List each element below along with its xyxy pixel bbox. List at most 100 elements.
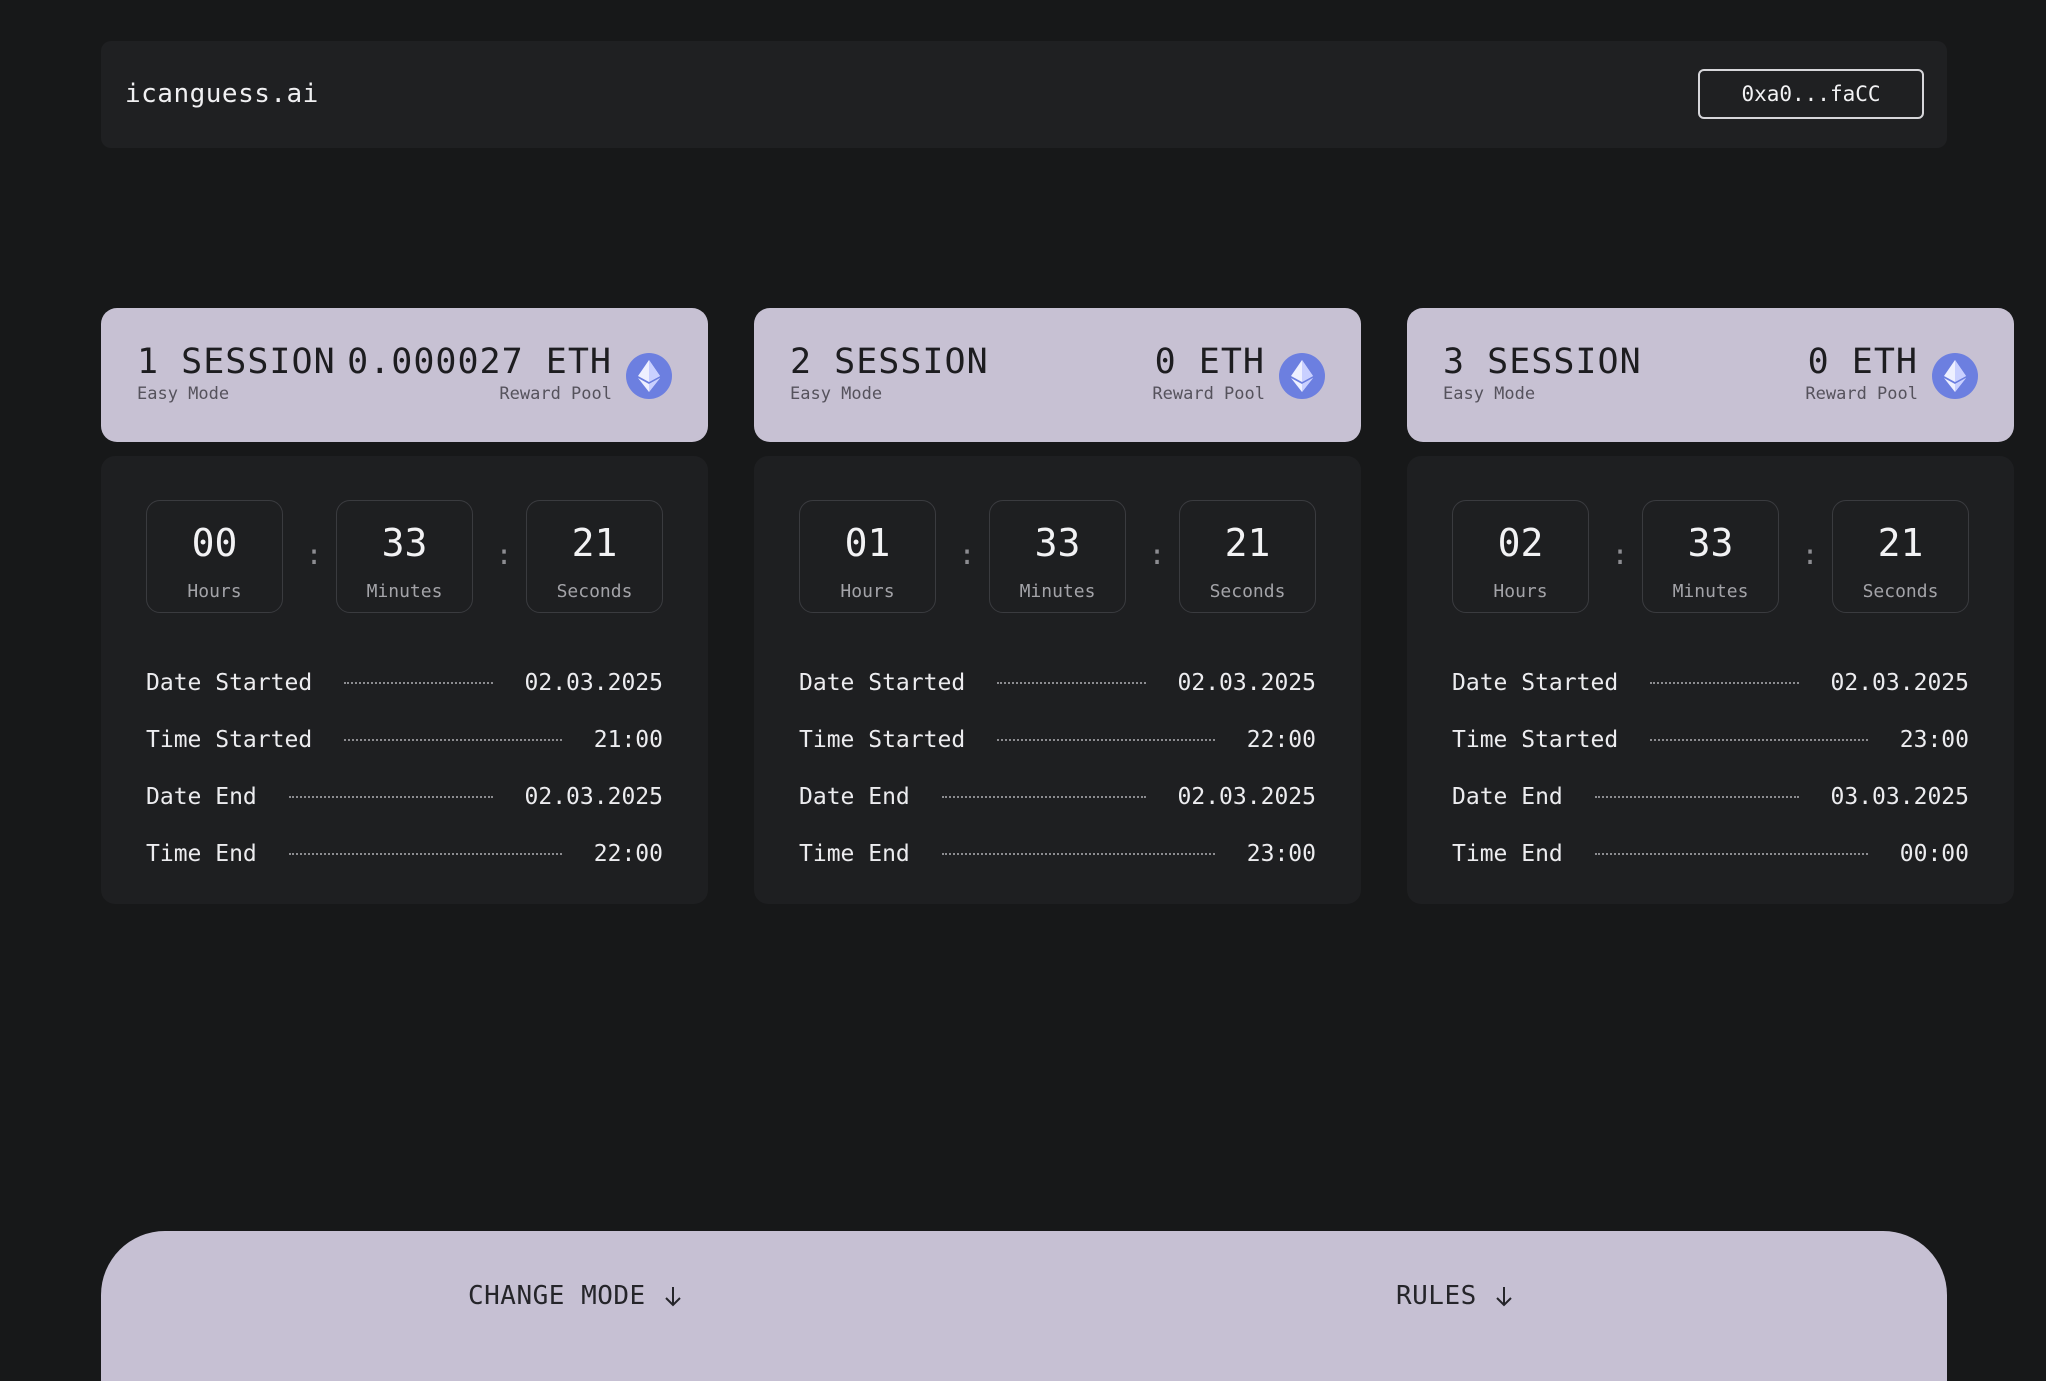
detail-value: 02.03.2025 [524, 783, 663, 810]
session-mode: Easy Mode [790, 384, 883, 404]
session-header: 2 SESSION Easy Mode 0 ETH Reward Pool [754, 308, 1361, 442]
time-end-row: Time End 23:00 [799, 825, 1316, 882]
session-title: 1 SESSION [137, 342, 336, 382]
dotted-leader [344, 738, 562, 741]
session-body: 01 Hours : 33 Minutes : 21 Seconds Date … [754, 456, 1361, 904]
bottom-panel: CHANGE MODE RULES [101, 1231, 1947, 1381]
dotted-leader [941, 852, 1215, 855]
eth-icon [626, 353, 672, 399]
timer-hours: 00 Hours [146, 500, 283, 613]
timer-separator: : [1611, 538, 1629, 571]
session-body: 02 Hours : 33 Minutes : 21 Seconds Date … [1407, 456, 2014, 904]
session-mode: Easy Mode [1443, 384, 1536, 404]
countdown-timer: 00 Hours : 33 Minutes : 21 Seconds [146, 500, 663, 613]
date-end-row: Date End 02.03.2025 [799, 768, 1316, 825]
timer-separator: : [1148, 538, 1166, 571]
minutes-value: 33 [1687, 521, 1734, 565]
detail-value: 23:00 [1246, 840, 1316, 867]
timer-hours: 01 Hours [799, 500, 936, 613]
session-mode: Easy Mode [137, 384, 230, 404]
seconds-value: 21 [1224, 521, 1271, 565]
timer-seconds: 21 Seconds [1179, 500, 1316, 613]
seconds-label: Seconds [1209, 581, 1286, 602]
hours-value: 01 [844, 521, 891, 565]
seconds-value: 21 [571, 521, 618, 565]
detail-value: 02.03.2025 [1177, 669, 1316, 696]
hours-value: 02 [1497, 521, 1544, 565]
session-details: Date Started 02.03.2025 Time Started 23:… [1452, 654, 1969, 882]
detail-value: 00:00 [1899, 840, 1969, 867]
time-started-row: Time Started 23:00 [1452, 711, 1969, 768]
dotted-leader [997, 738, 1215, 741]
detail-value: 23:00 [1899, 726, 1969, 753]
time-started-row: Time Started 22:00 [799, 711, 1316, 768]
hours-label: Hours [187, 581, 242, 602]
dotted-leader [1594, 852, 1868, 855]
detail-label: Date Started [146, 669, 313, 696]
reward-pool-amount: 0 ETH [1807, 342, 1918, 382]
dotted-leader [941, 795, 1146, 798]
timer-separator: : [495, 538, 513, 571]
timer-minutes: 33 Minutes [1642, 500, 1779, 613]
session-card: 1 SESSION Easy Mode 0.000027 ETH Reward … [101, 308, 708, 904]
detail-value: 21:00 [593, 726, 663, 753]
session-header: 3 SESSION Easy Mode 0 ETH Reward Pool [1407, 308, 2014, 442]
change-mode-button[interactable]: CHANGE MODE [468, 1281, 682, 1311]
change-mode-label: CHANGE MODE [468, 1281, 646, 1311]
seconds-value: 21 [1877, 521, 1924, 565]
wallet-address-button[interactable]: 0xa0...faCC [1698, 69, 1924, 119]
minutes-label: Minutes [1672, 581, 1749, 602]
timer-separator: : [1801, 538, 1819, 571]
reward-pool-label: Reward Pool [1805, 384, 1918, 404]
date-started-row: Date Started 02.03.2025 [799, 654, 1316, 711]
time-started-row: Time Started 21:00 [146, 711, 663, 768]
countdown-timer: 01 Hours : 33 Minutes : 21 Seconds [799, 500, 1316, 613]
detail-value: 22:00 [1246, 726, 1316, 753]
minutes-label: Minutes [1019, 581, 1096, 602]
top-bar: icanguess.ai 0xa0...faCC [101, 41, 1947, 148]
dotted-leader [997, 681, 1146, 684]
rules-label: RULES [1396, 1281, 1477, 1311]
detail-value: 02.03.2025 [1830, 669, 1969, 696]
site-logo[interactable]: icanguess.ai [125, 79, 319, 109]
detail-value: 02.03.2025 [1177, 783, 1316, 810]
session-title: 2 SESSION [790, 342, 989, 382]
detail-label: Time Started [146, 726, 313, 753]
session-header: 1 SESSION Easy Mode 0.000027 ETH Reward … [101, 308, 708, 442]
eth-icon [1932, 353, 1978, 399]
dotted-leader [1650, 738, 1868, 741]
minutes-value: 33 [381, 521, 428, 565]
hours-label: Hours [1493, 581, 1548, 602]
hours-label: Hours [840, 581, 895, 602]
timer-minutes: 33 Minutes [336, 500, 473, 613]
reward-pool-label: Reward Pool [499, 384, 612, 404]
time-end-row: Time End 00:00 [1452, 825, 1969, 882]
date-started-row: Date Started 02.03.2025 [146, 654, 663, 711]
reward-pool-amount: 0 ETH [1154, 342, 1265, 382]
timer-minutes: 33 Minutes [989, 500, 1126, 613]
session-title: 3 SESSION [1443, 342, 1642, 382]
detail-value: 22:00 [593, 840, 663, 867]
reward-pool-amount: 0.000027 ETH [347, 342, 612, 382]
date-started-row: Date Started 02.03.2025 [1452, 654, 1969, 711]
detail-label: Date End [799, 783, 910, 810]
time-end-row: Time End 22:00 [146, 825, 663, 882]
arrow-down-icon [1496, 1287, 1512, 1307]
hours-value: 00 [191, 521, 238, 565]
dotted-leader [1650, 681, 1799, 684]
minutes-label: Minutes [366, 581, 443, 602]
rules-button[interactable]: RULES [1396, 1281, 1513, 1311]
timer-hours: 02 Hours [1452, 500, 1589, 613]
timer-seconds: 21 Seconds [1832, 500, 1969, 613]
detail-label: Date End [1452, 783, 1563, 810]
detail-label: Date End [146, 783, 257, 810]
timer-separator: : [305, 538, 323, 571]
reward-pool-label: Reward Pool [1152, 384, 1265, 404]
session-card: 3 SESSION Easy Mode 0 ETH Reward Pool 02… [1407, 308, 2014, 904]
session-details: Date Started 02.03.2025 Time Started 21:… [146, 654, 663, 882]
date-end-row: Date End 03.03.2025 [1452, 768, 1969, 825]
minutes-value: 33 [1034, 521, 1081, 565]
timer-seconds: 21 Seconds [526, 500, 663, 613]
detail-value: 03.03.2025 [1830, 783, 1969, 810]
timer-separator: : [958, 538, 976, 571]
